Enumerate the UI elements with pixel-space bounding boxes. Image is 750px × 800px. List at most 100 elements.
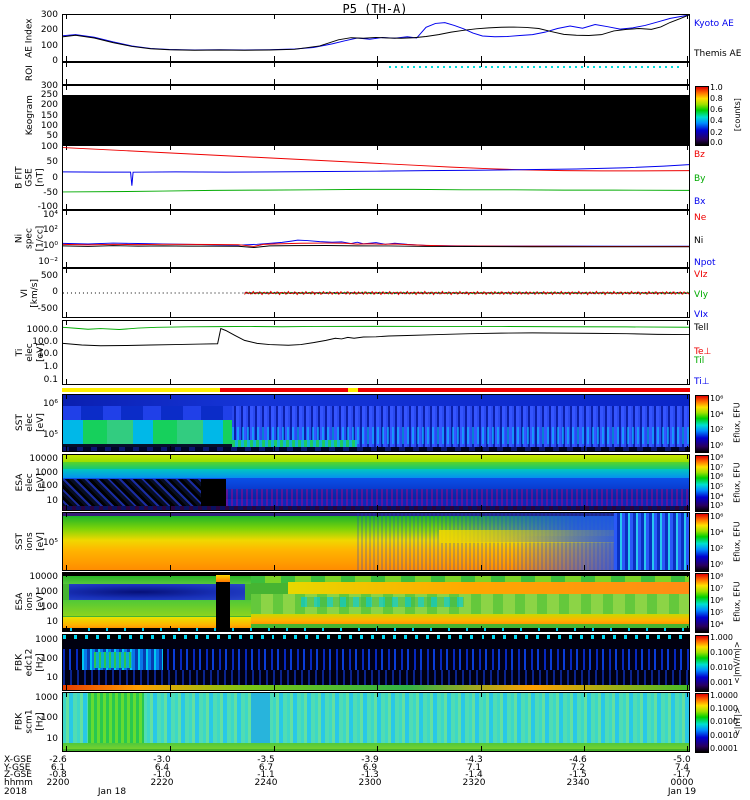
colorbar-tick-label: 10⁵ [710,607,724,617]
x-tick-mark [169,685,171,690]
x-tick-mark [376,693,378,697]
series-Bx [63,188,689,193]
heatmap-band [388,66,683,68]
x-tick-mark [376,565,378,570]
colorbar-tick-label: 10⁵ [710,481,724,491]
ytick-label: -100 [37,202,58,213]
heatmap-band [63,573,689,576]
colorbar-unit-text: Eflux, EFU [732,402,742,444]
axis-value-x: -3.9 [361,755,379,765]
panel-roi [62,62,690,85]
x-tick-mark [686,573,688,577]
colorbar-unit-esa_ions: Eflux, EFU [726,572,748,632]
right-label-Npot: Npot [694,257,716,268]
x-tick-mark [169,573,171,577]
colorbar-tick-label: 10³ [710,501,724,511]
x-tick-mark [169,693,171,697]
colorbar-tick-label: 1.000 [710,633,733,643]
x-tick-mark [376,455,378,459]
colorbar-unit-sst_ions: Eflux, EFU [726,512,748,571]
x-tick-mark [584,693,586,697]
x-tick-mark [480,565,482,570]
x-tick-mark [65,86,67,90]
x-tick-mark [584,262,586,267]
heatmap-band [300,597,464,607]
ytick-label: 1000.0 [26,324,59,335]
x-tick-mark [376,505,378,510]
colorbar-unit-keogram: [counts] [726,85,748,145]
heatmap-band [250,693,270,751]
ytick-label: 10⁵ [42,537,58,548]
x-tick-mark [584,395,586,399]
colorbar-tick-label: 0.001 [710,677,733,687]
heatmap-band [63,742,689,751]
heatmap-band [63,749,689,751]
x-tick-mark [65,626,67,631]
axis-value-x: -3.5 [257,755,275,765]
x-tick-mark [65,312,67,317]
ytick-label: 10⁰ [42,240,58,251]
x-tick-mark [376,204,378,209]
heatmap-band [63,635,689,640]
axis-value-z: -1.4 [465,770,483,780]
colorbar-tick-label: 10⁴ [710,491,724,501]
colorbar-tick-label: 10⁶ [710,472,724,482]
ytick-label: 1.0 [43,362,58,373]
right-label-Bx: Bx [694,197,706,207]
panel-esa_ions [62,572,690,632]
x-tick-mark [273,63,275,67]
colorbar-sst_ions [695,513,709,572]
ytick-label: 300 [40,81,58,92]
axis-value-z: -1.7 [673,770,691,780]
panel-keogram [62,85,690,145]
ytick-label: 250 [40,90,58,101]
x-tick-mark [686,513,688,517]
x-tick-mark [65,685,67,690]
x-tick-mark [480,15,482,19]
axis-row-label-Z-GSE: Z-GSE [4,770,32,780]
colorbar-tick-label: 0.010 [710,663,733,673]
x-tick-mark [169,321,171,325]
colorbar-keogram [695,86,709,146]
colorbar-tick-label: 0.1000 [710,704,738,714]
series-By [63,164,689,186]
heatmap-band [63,455,689,463]
x-tick-mark [584,312,586,317]
x-tick-mark [169,513,171,517]
series-Themis AE [63,15,689,51]
x-tick-mark [273,746,275,751]
x-tick-mark [169,446,171,451]
panel-esa_elec [62,454,690,511]
x-tick-mark [686,746,688,751]
colorbar-tick-label: 0.8 [710,93,723,103]
x-tick-mark [584,685,586,690]
x-tick-mark [169,379,171,384]
heatmap-band [347,387,358,393]
x-tick-mark [480,56,482,61]
panel-t [62,320,690,385]
x-tick-mark [584,455,586,459]
axis-year-label: 2018 [4,787,27,797]
x-tick-mark [584,635,586,639]
ytick-label: -500 [37,303,58,314]
colorbar-tick-label: 10² [710,543,724,553]
x-tick-mark [480,505,482,510]
x-tick-mark [480,635,482,639]
x-tick-mark [480,146,482,150]
heatmap-band [63,628,689,631]
colorbar-tick-label: 0.2 [710,127,723,137]
x-tick-mark [686,86,688,90]
x-tick-mark [273,56,275,61]
x-tick-mark [273,321,275,325]
ylabel-text-roi: ROI [24,65,35,82]
x-tick-mark [65,505,67,510]
axis-date-label: Jan 18 [97,787,127,797]
x-tick-mark [273,513,275,517]
x-tick-mark [376,685,378,690]
ytick-label: 300 [40,10,58,21]
series-Ne [63,242,689,247]
x-tick-mark [584,321,586,325]
colorbar-tick-label: 0.0010 [710,730,738,740]
heatmap-band [232,439,358,448]
heatmap-band [357,387,690,393]
